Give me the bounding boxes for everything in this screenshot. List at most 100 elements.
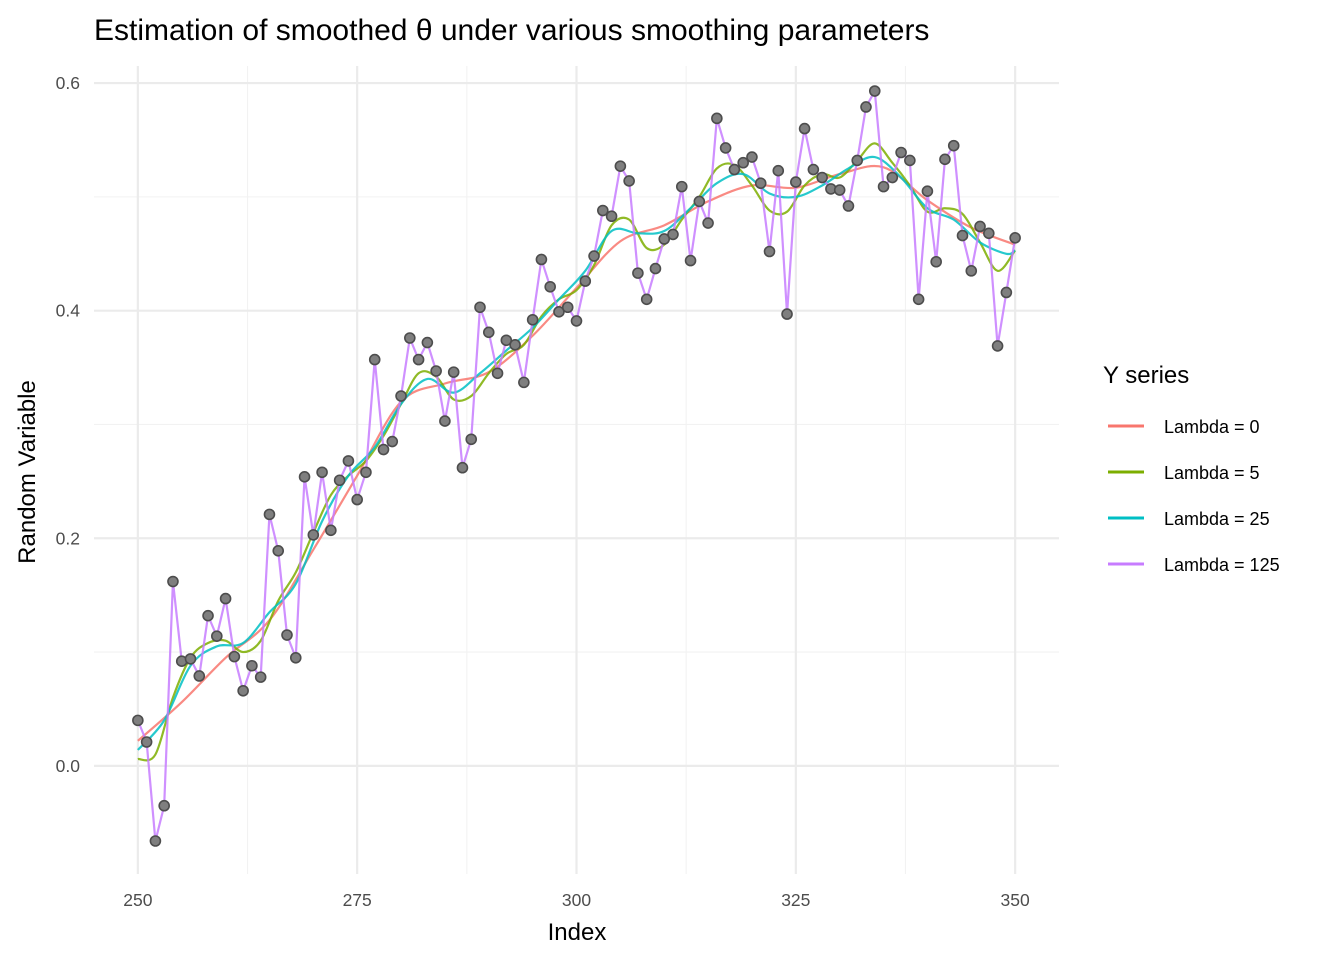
data-point (456, 461, 469, 474)
data-point (675, 180, 688, 193)
data-point (412, 353, 425, 366)
data-point (246, 659, 258, 672)
data-point (947, 139, 960, 152)
data-point (956, 229, 969, 242)
data-point (667, 228, 679, 241)
legend-label: Lambda = 5 (1164, 463, 1260, 483)
data-point (868, 85, 881, 97)
data-point (263, 508, 276, 521)
data-point (281, 629, 293, 641)
data-point (693, 195, 706, 208)
data-point (491, 367, 504, 380)
data-point (684, 254, 697, 267)
data-point (132, 714, 144, 727)
data-point (553, 306, 565, 318)
data-point (1009, 232, 1021, 244)
data-point (974, 220, 986, 233)
legend-title: Y series (1103, 362, 1189, 389)
data-point (763, 245, 776, 258)
legend-label: Lambda = 25 (1164, 509, 1270, 529)
data-point (325, 524, 337, 537)
data-point (395, 390, 407, 402)
grid (94, 66, 1059, 874)
data-point (298, 471, 311, 483)
data-point (342, 455, 355, 467)
data-point (447, 366, 460, 378)
data-point (465, 433, 478, 446)
data-point (921, 185, 934, 197)
data-point (307, 529, 320, 541)
x-tick-label: 325 (781, 890, 810, 910)
data-point (351, 493, 363, 506)
data-point (421, 336, 434, 349)
y-tick-label: 0.2 (56, 528, 80, 548)
data-point (202, 609, 214, 622)
y-tick-label: 0.6 (56, 73, 80, 93)
x-tick-label: 250 (123, 890, 152, 910)
data-point (614, 160, 627, 172)
data-point (211, 630, 223, 642)
data-point (535, 253, 548, 266)
legend-item: Lambda = 125 (1108, 555, 1280, 575)
data-point (816, 171, 828, 184)
data-point (965, 265, 978, 277)
data-point (526, 313, 539, 326)
data-point (798, 122, 811, 135)
data-point (588, 250, 600, 262)
data-point (649, 262, 662, 275)
data-point (219, 592, 232, 605)
data-point (754, 177, 767, 190)
data-point (860, 101, 872, 113)
data-point (719, 142, 732, 154)
data-point (842, 200, 855, 212)
data-point (912, 293, 925, 306)
data-point (272, 544, 285, 557)
data-point (404, 332, 416, 344)
data-point (877, 180, 890, 193)
data-point (807, 163, 820, 176)
data-point (184, 653, 197, 665)
y-tick-label: 0.0 (56, 756, 81, 776)
data-point (561, 301, 574, 314)
data-point (605, 210, 618, 223)
data-point (895, 146, 907, 159)
data-points (132, 85, 1021, 847)
data-point (728, 163, 741, 176)
legend-items: Lambda = 0 Lambda = 5 Lambda = 25 Lambda = … (1108, 417, 1280, 575)
data-point (833, 184, 846, 196)
data-point (509, 339, 521, 351)
data-point (254, 671, 267, 683)
data-point (149, 835, 162, 847)
data-point (316, 466, 328, 479)
data-point (474, 301, 486, 314)
data-point (289, 651, 302, 664)
data-point (930, 255, 942, 268)
data-point (737, 156, 749, 169)
data-point (518, 376, 530, 389)
data-point (851, 154, 864, 167)
data-point (333, 474, 346, 487)
data-point (482, 326, 495, 339)
data-point (360, 466, 372, 479)
data-point (1000, 286, 1013, 299)
data-point (623, 175, 635, 187)
legend-item: Lambda = 5 (1108, 463, 1260, 483)
legend-label: Lambda = 0 (1164, 417, 1260, 437)
data-point (640, 293, 653, 306)
data-point (167, 575, 179, 588)
data-point (544, 280, 556, 293)
data-point (368, 353, 381, 366)
data-point (439, 415, 451, 427)
data-point (886, 171, 899, 184)
data-point (991, 340, 1004, 352)
x-tick-label: 350 (1001, 890, 1030, 910)
x-axis-title: Index (548, 919, 607, 946)
data-point (772, 164, 785, 177)
data-point (237, 684, 249, 697)
y-axis-title: Random Variable (14, 380, 41, 564)
data-point (386, 435, 399, 448)
legend-item: Lambda = 25 (1108, 509, 1270, 529)
tick-labels: 250 275 300 325 350 0.0 0.2 0.4 0.6 (56, 73, 1030, 910)
data-point (570, 315, 583, 327)
